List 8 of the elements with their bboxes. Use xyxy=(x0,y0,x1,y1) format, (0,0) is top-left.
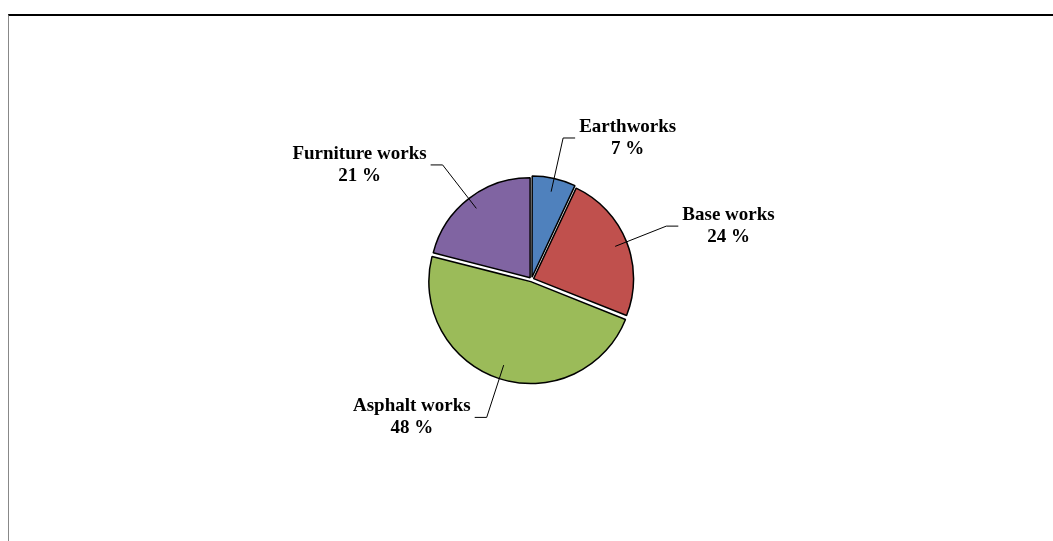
data-label: 24 % xyxy=(707,225,750,247)
slice-label: Furniture works xyxy=(292,141,427,163)
data-label: 7 % xyxy=(611,136,645,158)
slice-label: Earthworks xyxy=(579,114,677,136)
data-label: 48 % xyxy=(390,416,434,438)
slice-label: Asphalt works xyxy=(352,394,471,416)
data-label: 21 % xyxy=(338,163,381,185)
slice-label: Base works xyxy=(682,203,775,225)
